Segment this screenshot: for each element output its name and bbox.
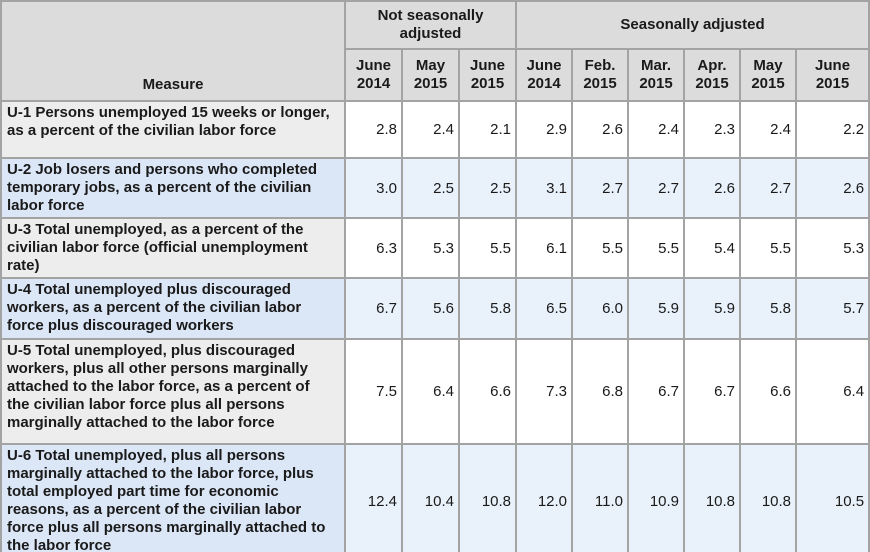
value-cell: 12.4 [344,443,403,552]
value-cell: 2.7 [739,157,798,219]
table-row-u4: U-4 Total unemployed plus discouraged wo… [0,277,870,340]
value-cell: 2.1 [457,100,518,159]
group-header-row: Measure Not seasonally adjusted Seasonal… [0,0,870,102]
value-cell: 6.7 [344,277,403,340]
value-cell: 6.7 [683,338,742,445]
value-cell: 7.3 [515,338,574,445]
table-row-u5: U-5 Total unemployed, plus discouraged w… [0,338,870,445]
value-cell: 10.8 [739,443,798,552]
column-header: June 2014 [344,48,403,102]
value-cell: 5.3 [401,217,460,279]
column-header: Feb. 2015 [571,48,630,102]
group-header-seasonally-adjusted: Seasonally adjusted [515,0,870,50]
table-row-u2: U-2 Job losers and persons who completed… [0,157,870,219]
value-cell: 2.4 [627,100,686,159]
value-cell: 5.9 [627,277,686,340]
month-header-row: June 2014 May 2015 June 2015 June 2014 F… [1,48,870,102]
value-cell: 6.5 [515,277,574,340]
measure-label: U-4 Total unemployed plus discouraged wo… [0,277,346,340]
value-cell: 5.6 [401,277,460,340]
value-cell: 10.9 [627,443,686,552]
value-cell: 5.9 [683,277,742,340]
value-cell: 3.1 [515,157,574,219]
value-cell: 2.4 [401,100,460,159]
measure-label: U-6 Total unemployed, plus all persons m… [0,443,346,552]
value-cell: 2.6 [683,157,742,219]
value-cell: 6.1 [515,217,574,279]
value-cell: 2.6 [571,100,630,159]
measure-column-header: Measure [0,0,346,102]
column-header: May 2015 [401,48,460,102]
value-cell: 5.4 [683,217,742,279]
value-cell: 5.5 [627,217,686,279]
value-cell: 5.5 [571,217,630,279]
value-cell: 2.8 [344,100,403,159]
value-cell: 3.0 [344,157,403,219]
value-cell: 7.5 [344,338,403,445]
value-cell: 6.7 [627,338,686,445]
measure-label: U-5 Total unemployed, plus discouraged w… [0,338,346,445]
measure-label: U-1 Persons unemployed 15 weeks or longe… [0,100,346,159]
value-cell: 10.8 [683,443,742,552]
value-cell: 5.8 [457,277,518,340]
value-cell: 2.2 [795,100,870,159]
value-cell: 5.5 [457,217,518,279]
value-cell: 6.8 [571,338,630,445]
table-row-u3: U-3 Total unemployed, as a percent of th… [0,217,870,279]
column-header: May 2015 [739,48,798,102]
table-row-u6: U-6 Total unemployed, plus all persons m… [0,443,870,552]
value-cell: 2.4 [739,100,798,159]
column-header: June 2014 [515,48,574,102]
value-cell: 5.5 [739,217,798,279]
value-cell: 2.5 [457,157,518,219]
value-cell: 2.7 [571,157,630,219]
value-cell: 6.4 [795,338,870,445]
value-cell: 2.5 [401,157,460,219]
group-header-not-seasonally-adjusted: Not seasonally adjusted [343,0,518,50]
value-cell: 2.3 [683,100,742,159]
column-header: June 2015 [795,48,870,102]
value-cell: 11.0 [571,443,630,552]
value-cell: 5.7 [795,277,870,340]
measure-label: U-2 Job losers and persons who completed… [0,157,346,219]
value-cell: 2.9 [515,100,574,159]
column-header: Apr. 2015 [683,48,742,102]
value-cell: 6.3 [344,217,403,279]
value-cell: 12.0 [515,443,574,552]
value-cell: 6.6 [457,338,518,445]
value-cell: 10.8 [457,443,518,552]
value-cell: 5.8 [739,277,798,340]
value-cell: 2.7 [627,157,686,219]
measure-label: U-3 Total unemployed, as a percent of th… [0,217,346,279]
value-cell: 6.0 [571,277,630,340]
column-header: Mar. 2015 [627,48,686,102]
value-cell: 2.6 [795,157,870,219]
value-cell: 10.5 [795,443,870,552]
value-cell: 6.4 [401,338,460,445]
table-row-u1: U-1 Persons unemployed 15 weeks or longe… [0,100,870,159]
column-header: June 2015 [457,48,518,102]
value-cell: 10.4 [401,443,460,552]
value-cell: 5.3 [795,217,870,279]
value-cell: 6.6 [739,338,798,445]
